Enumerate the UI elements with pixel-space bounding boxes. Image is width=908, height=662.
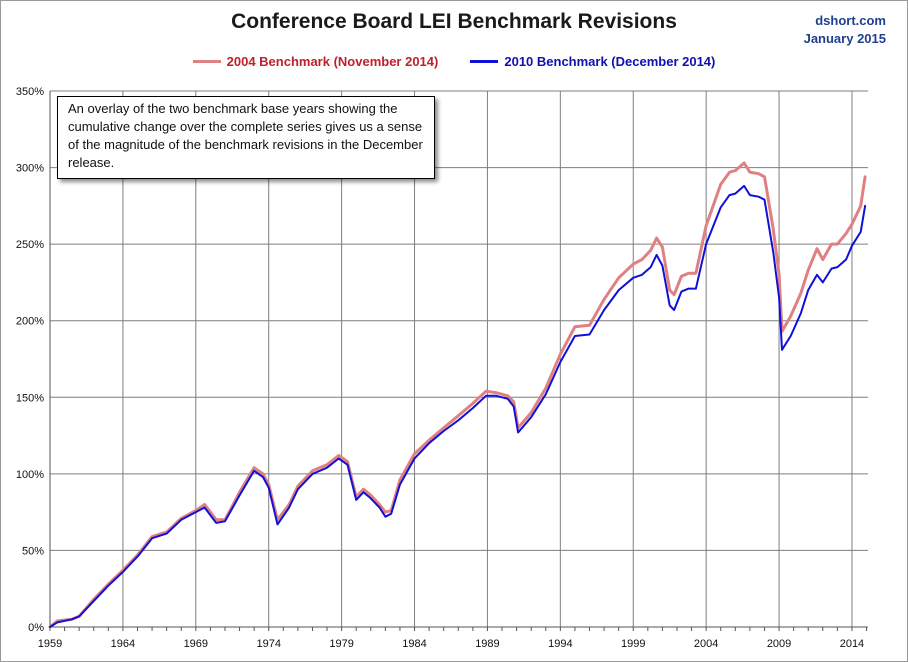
legend-item-2004: 2004 Benchmark (November 2014) — [192, 54, 439, 69]
y-tick-label: 100% — [16, 469, 44, 481]
y-tick-label: 150% — [16, 392, 44, 404]
x-tick-label: 1989 — [475, 638, 499, 650]
chart-title: Conference Board LEI Benchmark Revisions — [231, 10, 677, 33]
x-tick-label: 2014 — [840, 638, 864, 650]
chart-legend: 2004 Benchmark (November 2014) 2010 Benc… — [0, 54, 908, 69]
series-lines — [48, 161, 867, 629]
legend-label-2004: 2004 Benchmark (November 2014) — [226, 54, 439, 69]
x-tick-label: 1969 — [184, 638, 208, 650]
x-tick-label: 2004 — [694, 638, 718, 650]
annotation-box: An overlay of the two benchmark base yea… — [57, 96, 435, 179]
y-tick-label: 300% — [16, 163, 44, 175]
x-tick-label: 1974 — [256, 638, 280, 650]
x-tick-label: 1994 — [548, 638, 572, 650]
y-tick-label: 350% — [16, 86, 44, 98]
series-line-2004-benchmark — [48, 161, 867, 629]
legend-swatch-2004 — [192, 60, 221, 63]
x-tick-label: 1979 — [329, 638, 353, 650]
legend-item-2010: 2010 Benchmark (December 2014) — [470, 54, 715, 69]
source-site: dshort.com — [815, 13, 886, 28]
y-tick-label: 0% — [28, 622, 44, 634]
y-tick-label: 250% — [16, 239, 44, 251]
y-tick-label: 200% — [16, 316, 44, 328]
series-line-2010-benchmark — [49, 184, 867, 628]
grid-lines — [50, 90, 868, 627]
legend-swatch-2010 — [470, 60, 499, 63]
x-tick-label: 1964 — [111, 638, 135, 650]
source-credit: dshort.com January 2015 — [804, 12, 886, 48]
legend-label-2010: 2010 Benchmark (December 2014) — [504, 54, 716, 69]
x-tick-label: 1984 — [402, 638, 426, 650]
y-tick-label: 50% — [22, 545, 44, 557]
x-tick-label: 2009 — [767, 638, 791, 650]
source-date: January 2015 — [803, 31, 886, 46]
x-tick-label: 1959 — [38, 638, 62, 650]
axes: 0% 50% 100% 150% 200% 250% 300% 350% 1959 1964 196… — [16, 86, 868, 650]
x-tick-label: 1999 — [621, 638, 645, 650]
